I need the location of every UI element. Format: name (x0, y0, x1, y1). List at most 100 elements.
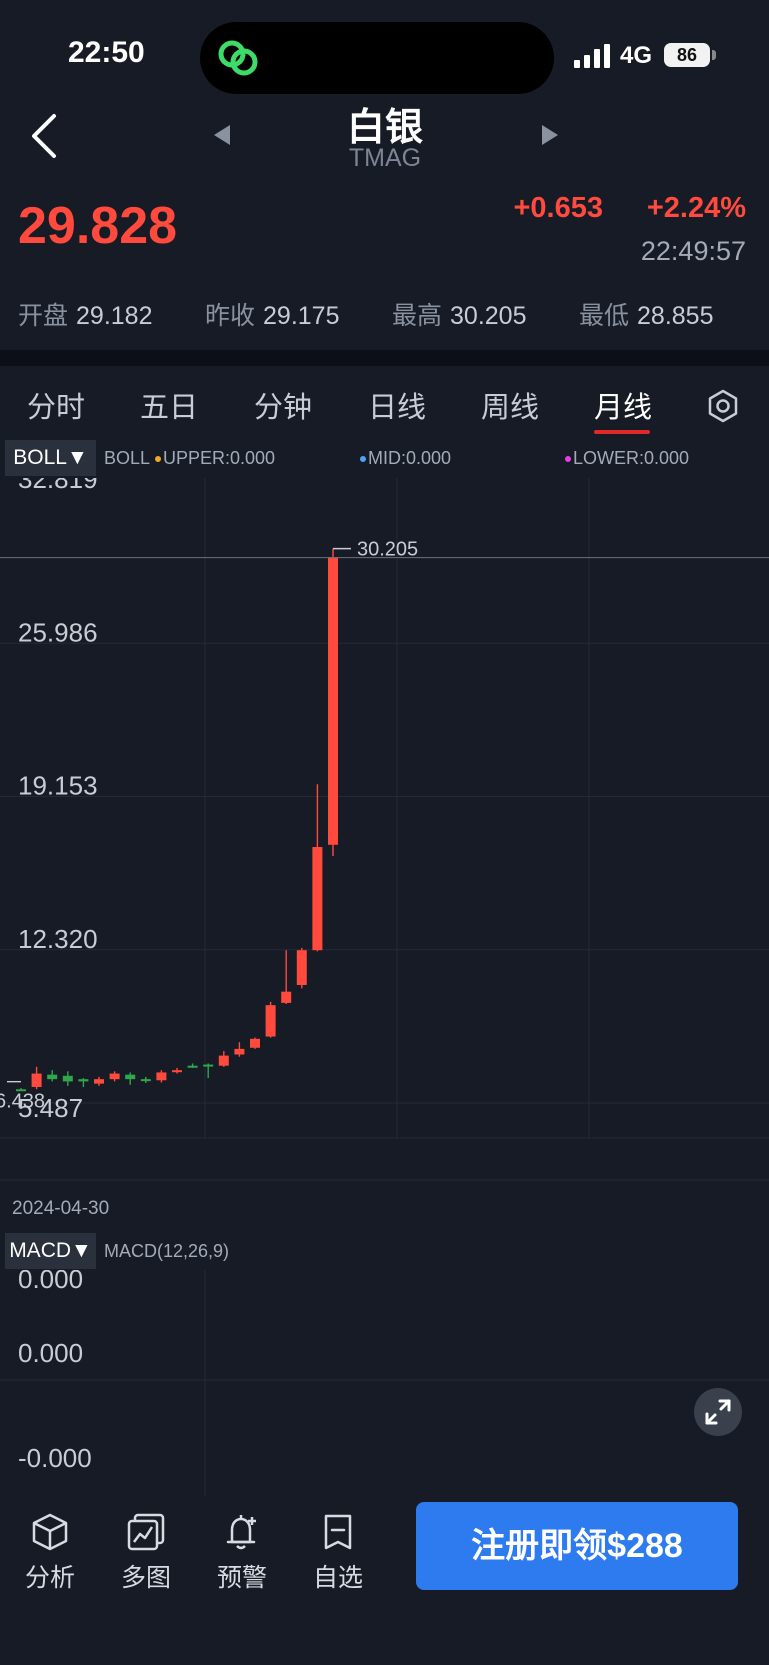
price-change-percent: +2.24% (646, 192, 746, 224)
macd-chart[interactable]: 0.000 0.000 -0.000 (0, 1270, 769, 1496)
active-tab-indicator (594, 430, 650, 434)
section-divider (0, 350, 769, 366)
candlestick-chart[interactable]: 32.819 25.986 19.153 12.320 5.487 30.205 6.438 (0, 478, 769, 1190)
tab-five-day[interactable]: 五日 (140, 392, 199, 424)
macd-tick-label: 0.000 (18, 1270, 83, 1294)
x-axis-start-date: 2024-04-30 (12, 1198, 110, 1219)
tab-monthly[interactable]: 月线 (594, 392, 653, 424)
next-symbol-icon[interactable] (540, 124, 560, 146)
quote-time: 22:49:57 (640, 236, 746, 266)
low-marker-label: 6.438 (0, 1091, 45, 1113)
nav-label: 多图 (120, 1564, 171, 1592)
candle-body (250, 1038, 260, 1048)
macd-name: MACD(12,26,9) (104, 1241, 230, 1261)
candle-body (16, 1089, 26, 1092)
nav-label: 分析 (24, 1564, 75, 1592)
symbol-code: TMAG (348, 144, 422, 172)
network-type: 4G (620, 42, 653, 69)
mid-color-dot (360, 456, 366, 463)
candle-body (234, 1048, 245, 1055)
boll-upper: UPPER:0.000 (155, 448, 275, 469)
watchlist-minus-icon (324, 1514, 352, 1550)
candle-body (62, 1075, 73, 1082)
candle-body (109, 1073, 120, 1080)
macd-select[interactable]: MACD▼ (5, 1233, 96, 1269)
indicator-name: BOLL (104, 448, 151, 468)
boll-lower: LOWER:0.000 (565, 448, 689, 469)
last-price: 29.828 (18, 197, 178, 255)
tab-daily[interactable]: 日线 (368, 392, 427, 424)
back-icon[interactable] (28, 112, 62, 160)
candle-body (265, 1005, 276, 1037)
y-tick-label: 5.487 (18, 1093, 83, 1123)
cube-icon (32, 1513, 68, 1551)
stat-high: 最高 30.205 (392, 296, 526, 332)
chart-grid-icon (127, 1513, 165, 1551)
nav-label: 自选 (312, 1564, 363, 1592)
candle-body (328, 557, 338, 845)
tab-weekly[interactable]: 周线 (481, 392, 540, 424)
tab-intraday[interactable]: 分时 (27, 392, 86, 424)
macd-tick-label: 0.000 (18, 1338, 83, 1368)
symbol-title: 白银 (346, 107, 423, 149)
candle-body (312, 847, 323, 951)
stat-value: 30.205 (450, 302, 527, 330)
signal-icon (574, 44, 610, 68)
candle-body (78, 1079, 89, 1082)
lower-color-dot (565, 456, 571, 463)
stat-low: 最低 28.855 (579, 296, 713, 332)
nav-watchlist[interactable]: 自选 (298, 1512, 378, 1594)
candle-body (296, 950, 307, 985)
candle-body (156, 1072, 167, 1081)
nav-alert[interactable]: 预警 (202, 1512, 282, 1594)
dynamic-island (200, 22, 554, 94)
stat-label: 最高 (392, 302, 443, 330)
boll-mid: MID:0.000 (360, 448, 451, 469)
stat-value: 28.855 (637, 302, 714, 330)
y-tick-label: 32.819 (18, 478, 98, 494)
nav-multi-chart[interactable]: 多图 (106, 1512, 186, 1594)
boll-mid-value: MID:0.000 (368, 448, 452, 468)
candle-body (218, 1055, 229, 1066)
battery-tip (712, 50, 716, 60)
status-time: 22:50 (68, 36, 145, 69)
boll-upper-value: UPPER:0.000 (163, 448, 276, 468)
chart-settings-icon[interactable] (706, 389, 740, 423)
bell-plus-icon (226, 1515, 256, 1550)
candle-body (203, 1064, 214, 1067)
stat-label: 昨收 (205, 302, 256, 330)
stat-prev-close: 昨收 29.175 (205, 296, 339, 332)
fullscreen-button[interactable] (694, 1388, 742, 1436)
candle-body (94, 1079, 104, 1084)
upper-color-dot (155, 456, 161, 463)
price-change: +0.653 (513, 192, 603, 224)
stat-label: 最低 (579, 302, 630, 330)
boll-lower-value: LOWER:0.000 (573, 448, 690, 468)
register-bonus-button[interactable]: 注册即领$288 (416, 1502, 738, 1590)
candle-body (172, 1070, 182, 1073)
link-app-icon (218, 40, 258, 76)
macd-tick-label: -0.000 (18, 1443, 92, 1473)
stat-label: 开盘 (18, 302, 69, 330)
y-tick-label: 12.320 (18, 924, 98, 954)
nav-analysis[interactable]: 分析 (10, 1512, 90, 1594)
indicator-select[interactable]: BOLL▼ (5, 440, 96, 476)
stat-value: 29.182 (76, 302, 153, 330)
candle-body (140, 1079, 151, 1082)
stat-open: 开盘 29.182 (18, 296, 152, 332)
battery-icon: 86 (664, 43, 710, 67)
y-tick-label: 19.153 (18, 771, 98, 801)
tab-minute[interactable]: 分钟 (254, 392, 313, 424)
candle-body (31, 1073, 42, 1088)
y-tick-label: 25.986 (18, 617, 98, 647)
stat-value: 29.175 (263, 302, 340, 330)
nav-label: 预警 (216, 1564, 267, 1592)
high-marker-label: 30.205 (357, 539, 418, 561)
candle-body (47, 1074, 58, 1080)
expand-icon (705, 1399, 731, 1425)
candle-body (187, 1065, 198, 1068)
prev-symbol-icon[interactable] (212, 124, 232, 146)
candle-body (125, 1074, 136, 1080)
candle-body (281, 991, 292, 1003)
